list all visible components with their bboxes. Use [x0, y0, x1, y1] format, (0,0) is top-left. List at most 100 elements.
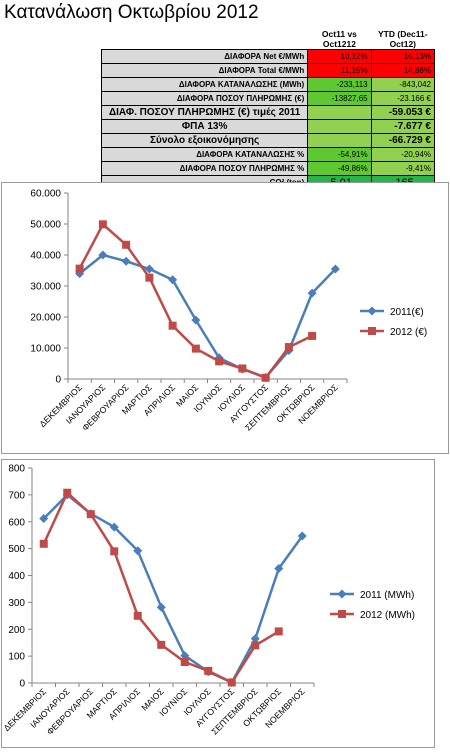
y-tick-label: 0: [19, 679, 25, 690]
chart-cost-svg: 010.00020.00030.00040.00050.00060.000ΔΕΚ…: [30, 189, 427, 433]
row-value-month: -233,113: [307, 77, 372, 92]
data-point: [168, 275, 178, 285]
row-value-month: [307, 119, 372, 134]
y-tick-label: 800: [8, 464, 25, 475]
series-line: [78, 223, 313, 380]
data-point: [98, 250, 108, 260]
legend-marker: [368, 327, 376, 335]
table-header-col2: YTD (Dec11-Oct12): [371, 29, 435, 50]
row-label: Σύνολο εξοικονόμησης: [100, 133, 309, 148]
y-tick-label: 50.000: [30, 220, 61, 231]
table-row: ΔΙΑΦΟΡΑ Net €/MWh 10,12% 16,13%: [100, 49, 436, 64]
row-value-month: [307, 105, 372, 120]
row-value-ytd: -66.729 €: [370, 133, 436, 148]
chart-cost: 0 10.000 20.000 30.000 40.000 50.000 60.000 ΔΕΚ…: [1, 182, 449, 454]
row-value-ytd: -9,41%: [370, 161, 436, 176]
data-point: [109, 522, 119, 532]
data-point: [63, 488, 72, 497]
y-tick-label: 400: [8, 571, 25, 582]
row-label: ΔΙΑΦΟΡΑ ΠΟΣΟΥ ΠΛΗΡΩΜΗΣ (€): [100, 91, 309, 106]
row-value-month: 10,12%: [307, 49, 372, 64]
table-header-col1: Oct11 vs Oct1212: [307, 29, 372, 50]
data-point: [144, 264, 154, 274]
series-line: [42, 491, 280, 684]
y-tick-label: 0: [55, 375, 61, 386]
data-point: [274, 627, 283, 636]
y-tick-label: 60.000: [30, 189, 61, 200]
y-tick-label: 30.000: [30, 282, 61, 293]
y-tick-label: 40.000: [30, 251, 61, 262]
row-value-month: 11,19%: [307, 63, 372, 78]
row-value-month: [307, 133, 372, 148]
data-point: [251, 641, 260, 650]
data-point: [204, 666, 213, 675]
data-point: [145, 273, 154, 282]
data-point: [250, 634, 260, 644]
row-value-month: -49,86%: [307, 161, 372, 176]
row-label: ΔΙΑΦΟΡΑ ΠΟΣΟΥ ΠΛΗΡΩΜΗΣ %: [100, 161, 309, 176]
data-point: [307, 288, 317, 298]
table-row: ΔΙΑΦΟΡΑ ΠΟΣΟΥ ΠΛΗΡΩΜΗΣ % -49,86% -9,41%: [100, 161, 436, 176]
data-point: [238, 364, 247, 373]
data-point: [157, 640, 166, 649]
row-value-ytd: -59.053 €: [370, 105, 436, 120]
chart-energy: 0 100 200 300 400 500 600 700 800 ΔΕΚΕΜΒΡΙΟΣ ΙΑΝΟΥ…: [1, 459, 435, 748]
row-label: ΦΠΑ 13%: [100, 119, 309, 134]
table-row: ΦΠΑ 13% -7.677 €: [100, 119, 436, 134]
data-point: [191, 344, 200, 353]
row-label: ΔΙΑΦΟΡΑ Total €/MWh: [100, 63, 309, 78]
legend-marker: [338, 610, 346, 618]
y-tick-label: 20.000: [30, 313, 61, 324]
y-tick-label: 100: [8, 652, 25, 663]
y-tick-label: 300: [8, 598, 25, 609]
row-value-month: -54,91%: [307, 147, 372, 162]
data-point: [39, 514, 49, 524]
y-tick-label: 10.000: [30, 344, 61, 355]
data-point: [133, 546, 143, 556]
table-row: ΔΙΑΦ. ΠΟΣΟΥ ΠΛΗΡΩΜΗΣ (€) τιμές 2011 -59.0…: [100, 105, 436, 120]
legend-label: 2011 (MWh): [360, 590, 414, 601]
data-point: [39, 539, 48, 548]
data-point: [180, 651, 190, 661]
table-row: ΔΙΑΦΟΡΑ ΚΑΤΑΝΑΛΩΣΗΣ (MWh) -233,113 -843,04…: [100, 77, 436, 92]
data-point: [180, 658, 189, 667]
row-value-ytd: 16,13%: [370, 49, 436, 64]
y-tick-label: 500: [8, 544, 25, 555]
chart-energy-svg: 0100200300400500600700800ΔΕΚΕΜΒΡΙΟΣΙΑΝΟΥ…: [2, 464, 415, 737]
data-point: [75, 264, 84, 273]
legend-label: 2011(€): [390, 307, 424, 318]
row-label: ΔΙΑΦΟΡΑ ΚΑΤΑΝΑΛΩΣΗΣ (MWh): [100, 77, 309, 92]
data-point: [308, 331, 317, 340]
data-point: [284, 343, 293, 352]
data-point: [121, 256, 131, 266]
table-row: ΔΙΑΦΟΡΑ Total €/MWh 11,19% 14,88%: [100, 63, 436, 78]
table-header-empty: [101, 29, 308, 50]
data-point: [168, 321, 177, 330]
data-point: [156, 602, 166, 612]
data-point: [227, 678, 236, 687]
page-title: Κατανάλωση Οκτωβρίου 2012: [4, 2, 259, 23]
legend-label: 2012 (€): [390, 327, 427, 338]
row-value-ytd: -843,042: [370, 77, 436, 92]
row-value-ytd: -23.166 €: [370, 91, 436, 106]
data-point: [261, 373, 270, 382]
summary-table: Oct11 vs Oct1212 YTD (Dec11-Oct12) ΔΙΑΦΟ…: [100, 29, 436, 191]
row-value-ytd: -20,94%: [370, 147, 436, 162]
row-value-ytd: -7.677 €: [370, 119, 436, 134]
data-point: [215, 357, 224, 366]
data-point: [98, 220, 107, 229]
row-value-month: -13827,65: [307, 91, 372, 106]
table-row: Σύνολο εξοικονόμησης -66.729 €: [100, 133, 436, 148]
data-point: [133, 611, 142, 620]
series-line: [78, 253, 337, 379]
y-tick-label: 600: [8, 517, 25, 528]
data-point: [191, 315, 201, 325]
table-row: ΔΙΑΦΟΡΑ ΚΑΤΑΝΑΛΩΣΗΣ % -54,91% -20,94%: [100, 147, 436, 162]
row-label: ΔΙΑΦΟΡΑ Net €/MWh: [100, 49, 309, 64]
legend-marker: [337, 589, 347, 599]
table-row: ΔΙΑΦΟΡΑ ΠΟΣΟΥ ΠΛΗΡΩΜΗΣ (€) -13827,65 -23.1…: [100, 91, 436, 106]
data-point: [86, 510, 95, 519]
table-header-row: Oct11 vs Oct1212 YTD (Dec11-Oct12): [101, 29, 435, 50]
y-tick-label: 700: [8, 490, 25, 501]
data-point: [297, 531, 307, 541]
